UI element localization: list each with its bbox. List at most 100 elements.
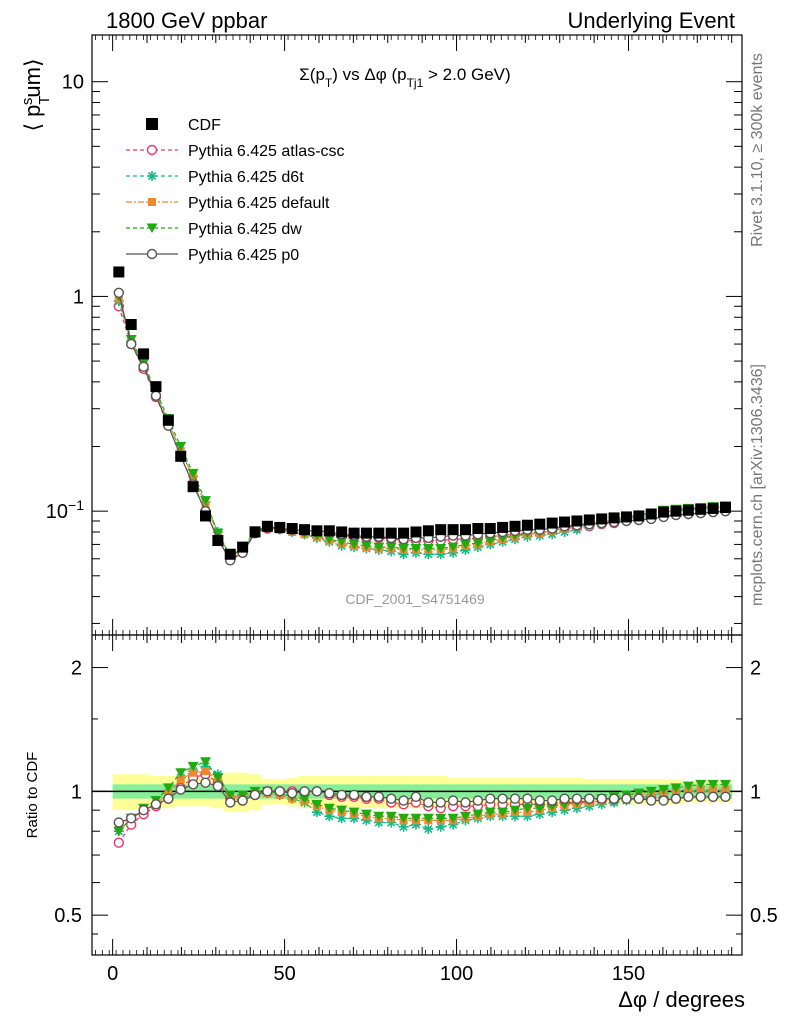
y-tick-label: 1 [73,286,84,308]
ratio-data-point [323,803,335,814]
series-0 [113,266,731,560]
ratio-data-point [646,795,657,806]
ratio-data-point [201,767,210,776]
ratio-data-point [658,795,669,806]
ratio-data-point [299,786,310,797]
ratio-y-tick-label-left: 1 [71,781,82,803]
header-process-label: Underlying Event [567,8,735,33]
ratio-data-point [621,793,632,804]
data-point [448,547,459,558]
ratio-data-point [695,779,707,790]
data-point [670,505,682,517]
data-point [162,414,174,426]
data-point [596,513,608,525]
main-panel: 10−1 1 10 Σ(pT) vs Δφ (pTj1 > 2.0 GeV) ⟨ p… [19,34,743,636]
ratio-data-point [472,809,484,820]
legend-label: Pythia 6.425 p0 [188,247,299,264]
ratio-data-point [113,817,125,828]
legend-label: Pythia 6.425 d6t [188,169,304,186]
ratio-data-point [126,813,137,824]
data-point [521,519,533,531]
ratio-data-point [398,821,409,832]
ratio-data-point [199,757,211,767]
ratio-data-point [349,813,360,824]
ratio-data-point [274,786,285,797]
ratio-series-group [92,757,742,848]
data-point [274,521,286,533]
ratio-data-point [311,786,323,797]
legend-entry: Pythia 6.425 atlas-csc [126,143,345,160]
data-point [447,524,459,536]
ratio-data-point [200,777,211,788]
ratio-data-point [670,793,682,804]
data-point [212,535,224,547]
ratio-data-point [447,813,459,824]
ratio-data-point [162,783,174,793]
data-point [199,496,211,506]
data-point [175,442,187,452]
ratio-data-point [435,813,447,824]
ratio-data-point [164,789,173,798]
data-point [212,528,224,539]
ratio-data-point [113,826,125,837]
ratio-data-point [336,805,348,816]
ratio-data-point [373,791,385,802]
legend-entry: Pythia 6.425 p0 [126,247,299,264]
ratio-data-point [311,799,323,810]
x-axis-label: Δφ / degrees [618,987,745,1012]
ratio-frame [91,634,743,956]
x-tick-label: 50 [273,963,295,985]
ratio-data-point [163,793,174,804]
data-point [237,541,249,553]
ratio-data-point [237,795,248,806]
ratio-data-point [645,786,657,797]
ratio-data-point [113,837,125,848]
main-axis-ticks: 10−1 1 10 [46,35,742,635]
data-point [348,539,360,550]
ratio-data-point [707,791,719,802]
ratio-data-point [410,813,422,824]
ratio-data-point [187,779,199,790]
ratio-data-point [212,773,224,783]
data-point [398,527,410,539]
legend-label: CDF [188,117,221,134]
data-point [633,510,645,522]
data-point [373,527,385,539]
data-point [484,536,496,546]
legend-label: Pythia 6.425 dw [188,221,302,238]
data-point [484,523,496,535]
main-series-group [113,266,731,566]
ratio-data-point [459,811,471,822]
data-point [125,319,137,331]
data-point [113,266,125,278]
data-point [261,520,273,532]
data-point [323,534,335,545]
data-point [559,516,571,528]
ratio-data-point [485,793,496,804]
data-point [187,481,199,493]
data-point [459,524,471,536]
data-point [126,338,137,350]
ratio-data-point [237,790,249,800]
data-point [608,512,620,524]
legend-entry: Pythia 6.425 d6t [126,169,304,186]
data-point [497,521,509,533]
ratio-data-point [386,817,397,828]
data-point [150,390,162,401]
data-point [385,527,397,539]
data-point [682,504,694,516]
ratio-data-point [336,789,347,801]
data-point [336,537,348,547]
ratio-data-point [596,793,607,804]
ratio-data-point [658,785,670,795]
ratio-data-point [175,768,187,778]
x-tick-label: 150 [612,963,645,985]
ratio-data-point [608,793,620,804]
ratio-data-point [385,811,397,822]
ratio-data-point [175,784,186,795]
ratio-data-point [225,797,236,808]
ratio-data-point [410,819,421,830]
ratio-data-point [472,795,484,806]
data-point [175,450,187,462]
data-point [695,503,707,515]
